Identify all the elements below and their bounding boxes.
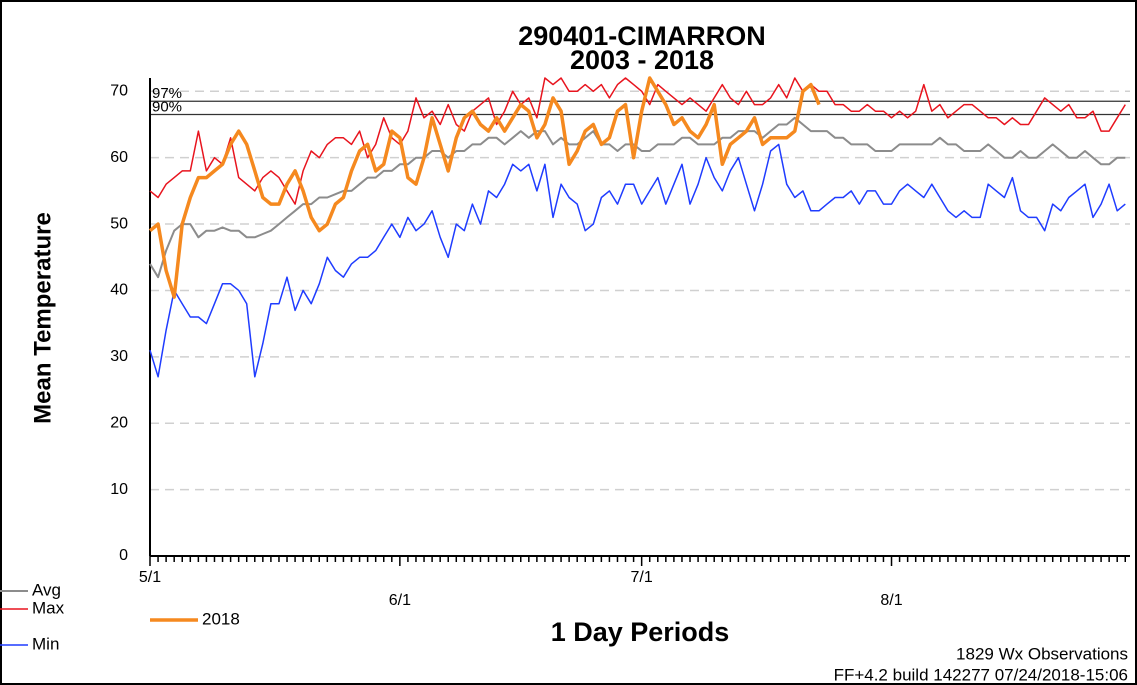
series-line — [149, 143, 1126, 378]
annotation: 1829 Wx Observations — [956, 644, 1128, 663]
y-tick-label: 50 — [110, 215, 128, 232]
legend-label: Min — [32, 634, 59, 653]
x-axis-label: 1 Day Periods — [551, 617, 730, 647]
y-tick-label: 10 — [110, 481, 128, 498]
y-axis-label: Mean Temperature — [29, 212, 56, 424]
y-tick-label: 40 — [110, 282, 128, 299]
reference-label: 90% — [152, 98, 182, 115]
y-tick-label: 20 — [110, 414, 128, 431]
legend-label: Max — [32, 598, 65, 617]
legend-label: Avg — [32, 580, 61, 599]
x-tick-label: 8/1 — [880, 592, 902, 609]
chart-title: 290401-CIMARRON — [518, 21, 766, 51]
reference-label: 97% — [152, 85, 182, 102]
series-line — [148, 76, 821, 299]
annotation: FF+4.2 build 142277 07/24/2018-15:06 — [834, 665, 1128, 684]
y-tick-label: 60 — [110, 149, 128, 166]
y-tick-label: 70 — [110, 82, 128, 99]
y-tick-label: 30 — [110, 348, 128, 365]
x-tick-label: 5/1 — [139, 569, 161, 586]
y-tick-label: 0 — [119, 547, 128, 564]
x-tick-label: 6/1 — [389, 592, 411, 609]
legend-label: 2018 — [202, 609, 240, 628]
series-line — [149, 116, 1126, 279]
chart-subtitle: 2003 - 2018 — [570, 45, 714, 75]
x-tick-label: 7/1 — [631, 569, 653, 586]
series-line — [149, 77, 1126, 205]
